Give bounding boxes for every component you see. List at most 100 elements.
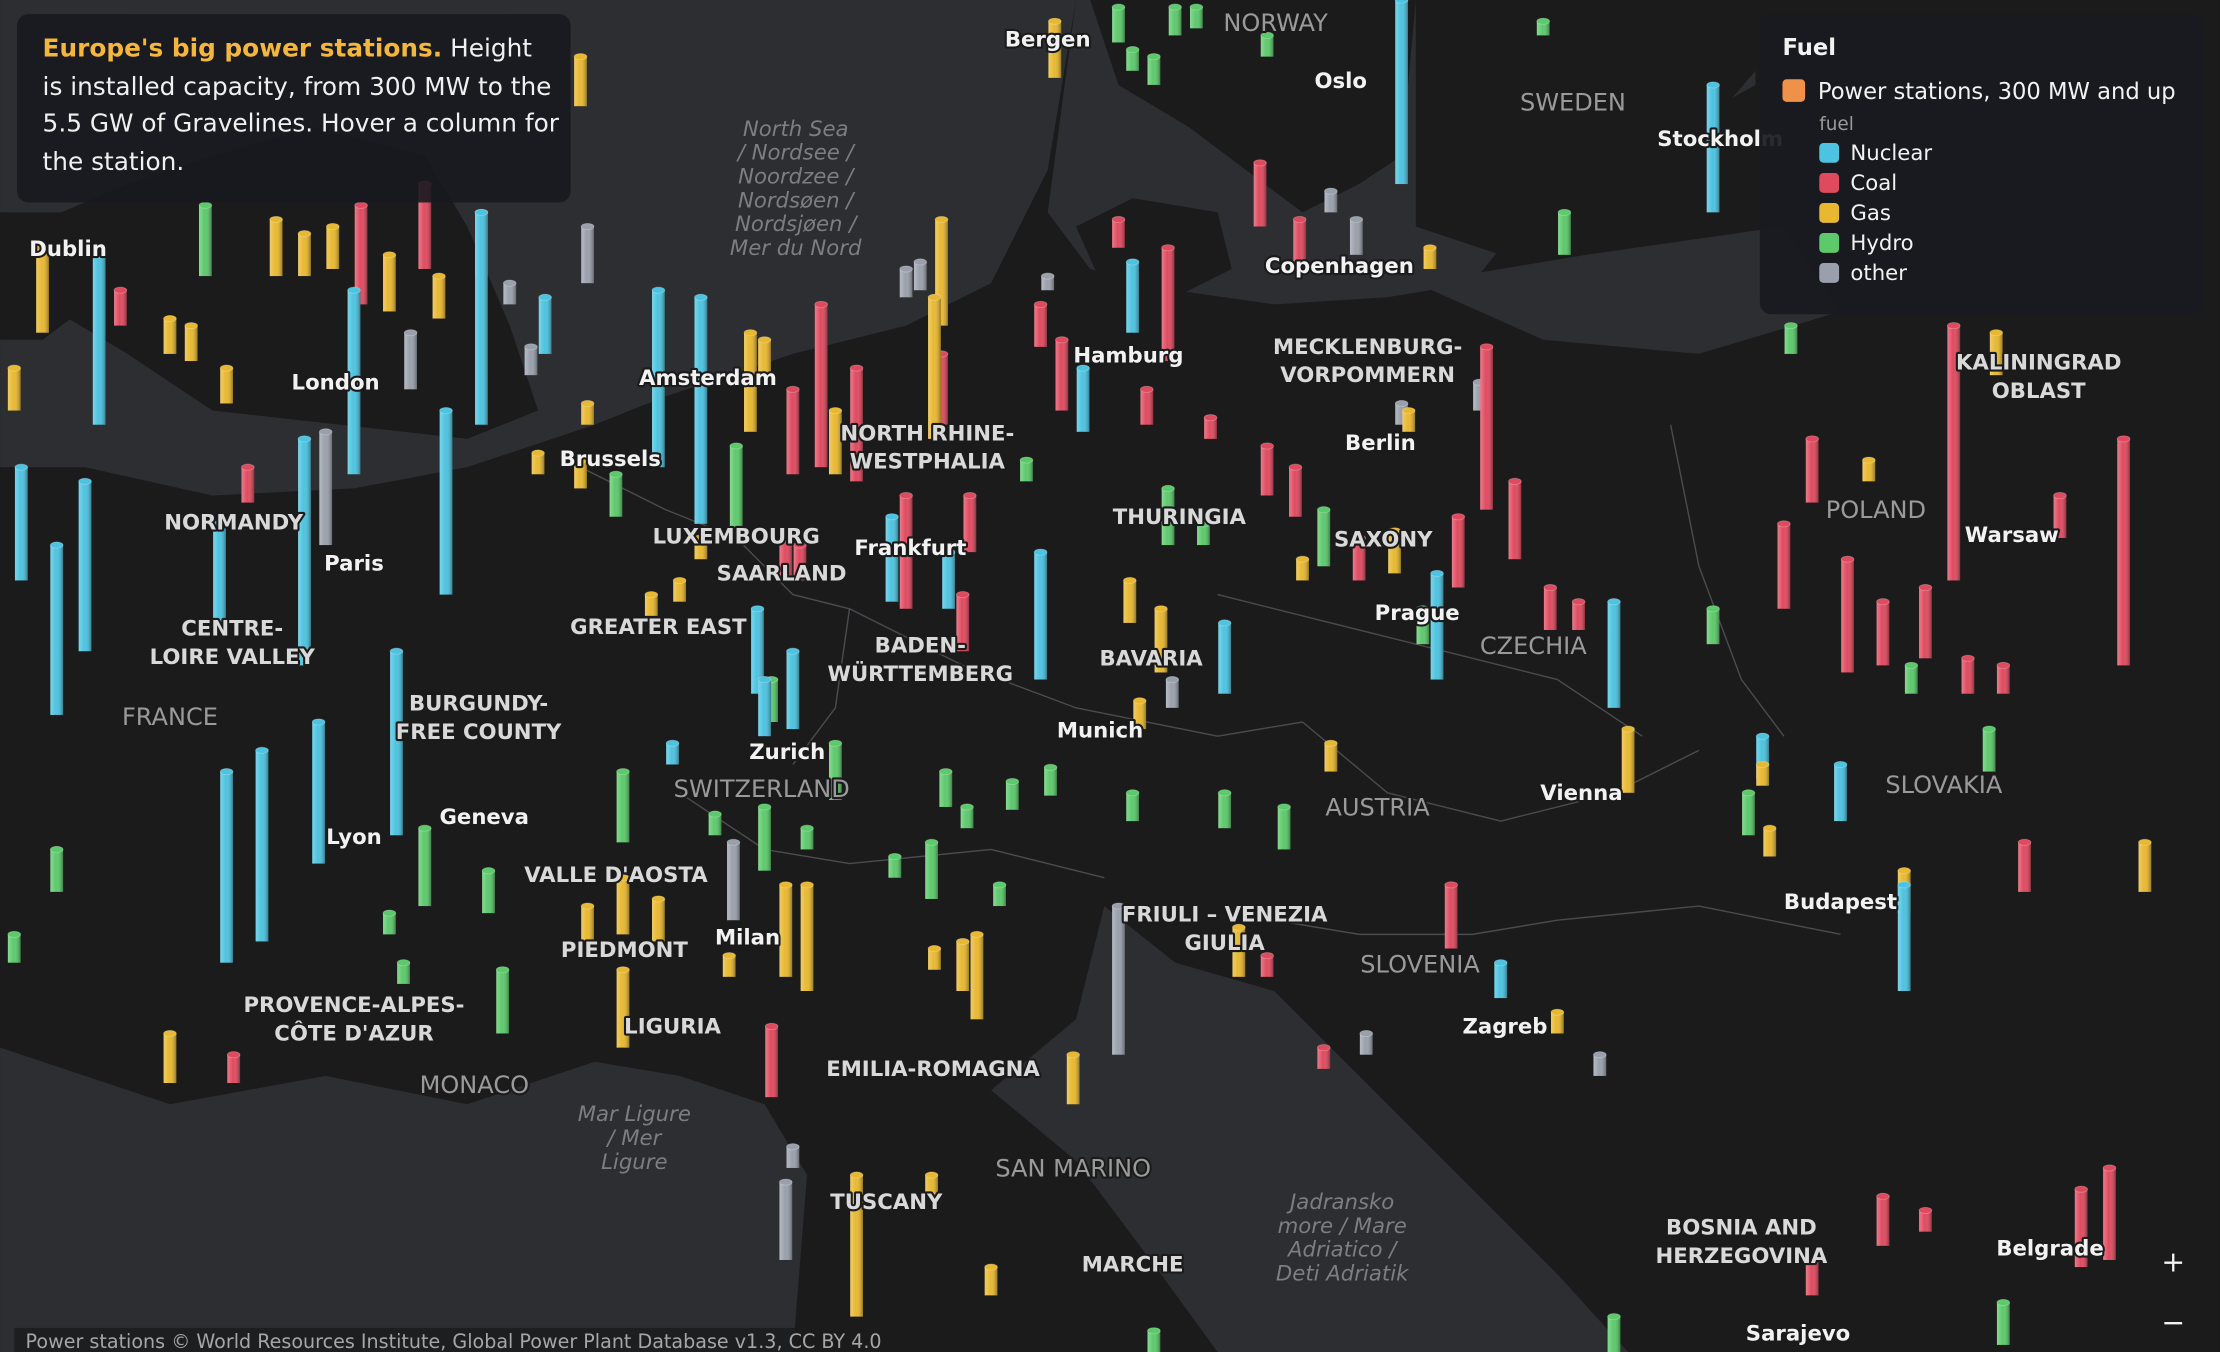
column-top[interactable] (899, 265, 913, 273)
column-shade[interactable] (694, 537, 708, 560)
column-top[interactable] (1066, 1051, 1080, 1059)
column-shade[interactable] (1876, 1196, 1890, 1246)
column-shade[interactable] (828, 410, 842, 475)
column-shade[interactable] (1260, 955, 1274, 977)
column-shade[interactable] (800, 884, 814, 991)
column-shade[interactable] (1204, 417, 1217, 439)
column-top[interactable] (1260, 442, 1274, 450)
column-top[interactable] (1111, 3, 1126, 11)
power-station-column[interactable] (757, 336, 772, 376)
column-top[interactable] (1217, 789, 1232, 797)
column-shade[interactable] (1324, 743, 1338, 772)
column-shade[interactable] (1494, 962, 1508, 999)
column-top[interactable] (1557, 208, 1572, 216)
column-top[interactable] (1111, 902, 1126, 910)
column-top[interactable] (1295, 555, 1310, 563)
power-station-column[interactable] (1324, 187, 1338, 213)
power-station-column[interactable] (1557, 208, 1572, 255)
column-top[interactable] (1189, 3, 1204, 11)
column-top[interactable] (764, 1022, 779, 1030)
column-shade[interactable] (1756, 764, 1770, 786)
power-station-column[interactable] (1550, 1008, 1565, 1034)
column-shade[interactable] (1020, 460, 1033, 482)
power-station-column[interactable] (1359, 1029, 1374, 1055)
column-top[interactable] (1125, 789, 1140, 797)
power-station-column[interactable] (212, 520, 227, 623)
column-top[interactable] (800, 881, 814, 889)
power-station-column[interactable] (1423, 244, 1437, 269)
column-top[interactable] (1147, 53, 1161, 61)
zoom-in-label[interactable]: + (2161, 1245, 2185, 1278)
column-shade[interactable] (1508, 481, 1522, 560)
column-top[interactable] (1755, 732, 1770, 740)
power-station-column[interactable] (726, 838, 741, 921)
column-top[interactable] (984, 1263, 998, 1271)
column-top[interactable] (1324, 187, 1338, 195)
column-shade[interactable] (1480, 346, 1493, 510)
power-station-column[interactable] (1260, 952, 1274, 977)
column-top[interactable] (1897, 881, 1912, 889)
power-station-column[interactable] (616, 874, 630, 935)
column-top[interactable] (960, 803, 974, 811)
column-top[interactable] (955, 937, 970, 945)
column-shade[interactable] (1317, 509, 1331, 567)
power-station-column[interactable] (1762, 824, 1777, 857)
column-top[interactable] (297, 435, 312, 443)
column-shade[interactable] (1919, 587, 1932, 659)
column-shade[interactable] (1126, 792, 1140, 822)
power-station-column[interactable] (1055, 336, 1069, 411)
column-top[interactable] (1401, 407, 1416, 415)
column-top[interactable] (1040, 272, 1055, 280)
column-top[interactable] (1876, 1192, 1890, 1200)
power-station-column[interactable] (1451, 513, 1466, 588)
column-shade[interactable] (751, 608, 764, 694)
column-shade[interactable] (1218, 792, 1232, 829)
power-station-column[interactable] (1033, 548, 1048, 680)
power-station-column[interactable] (2074, 1185, 2088, 1268)
column-top[interactable] (1217, 619, 1232, 627)
column-shade[interactable] (1423, 247, 1437, 269)
column-shade[interactable] (1161, 488, 1175, 546)
column-top[interactable] (616, 966, 630, 974)
column-top[interactable] (92, 251, 106, 259)
column-top[interactable] (1777, 520, 1791, 528)
column-top[interactable] (934, 215, 949, 223)
power-station-column[interactable] (616, 966, 630, 1048)
power-station-column[interactable] (970, 930, 984, 1020)
column-top[interactable] (1076, 364, 1090, 372)
column-top[interactable] (1451, 513, 1466, 521)
column-shade[interactable] (1112, 906, 1125, 1055)
column-shade[interactable] (269, 219, 283, 277)
column-shade[interactable] (1402, 410, 1416, 432)
column-shade[interactable] (729, 445, 743, 531)
column-shade[interactable] (1784, 325, 1798, 354)
column-shade[interactable] (850, 368, 863, 482)
column-shade[interactable] (939, 771, 953, 807)
column-shade[interactable] (1218, 622, 1232, 694)
column-top[interactable] (1706, 81, 1720, 89)
zoom-out-label[interactable]: − (2161, 1306, 2185, 1339)
column-top[interactable] (694, 293, 708, 301)
power-station-column[interactable] (899, 265, 913, 298)
column-shade[interactable] (1189, 7, 1203, 29)
power-station-column[interactable] (1755, 760, 1770, 786)
column-shade[interactable] (531, 453, 545, 475)
column-shade[interactable] (1034, 304, 1048, 347)
zoom-out-button[interactable] (2142, 1293, 2205, 1352)
column-shade[interactable] (383, 913, 396, 935)
column-top[interactable] (163, 314, 177, 323)
power-station-column[interactable] (241, 463, 255, 503)
column-top[interactable] (828, 739, 843, 747)
column-shade[interactable] (1841, 559, 1854, 673)
column-shade[interactable] (220, 368, 233, 404)
column-shade[interactable] (1982, 729, 1996, 772)
column-top[interactable] (779, 534, 793, 542)
power-station-column[interactable] (1862, 456, 1876, 482)
power-station-column[interactable] (1217, 789, 1232, 829)
column-shade[interactable] (163, 318, 177, 354)
column-shade[interactable] (1763, 828, 1777, 857)
power-station-column[interactable] (7, 930, 22, 963)
power-station-column[interactable] (49, 845, 64, 892)
column-top[interactable] (49, 845, 64, 853)
column-shade[interactable] (1197, 523, 1210, 546)
